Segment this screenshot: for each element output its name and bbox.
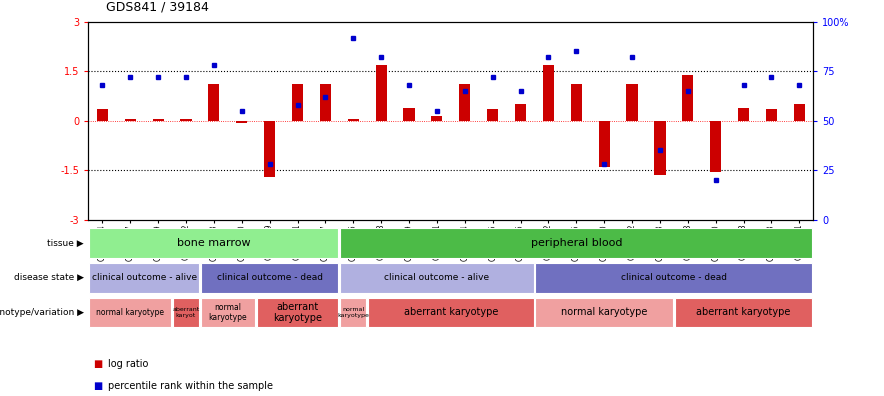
Bar: [536, 297, 673, 327]
Text: clinical outcome - alive: clinical outcome - alive: [92, 273, 197, 282]
Bar: [376, 65, 386, 121]
Text: percentile rank within the sample: percentile rank within the sample: [108, 381, 273, 391]
Bar: [96, 109, 108, 121]
Bar: [125, 119, 136, 121]
Text: tissue ▶: tissue ▶: [48, 239, 84, 248]
Bar: [627, 84, 637, 121]
Bar: [794, 104, 805, 121]
Text: bone marrow: bone marrow: [177, 238, 251, 248]
Bar: [710, 121, 721, 172]
Bar: [431, 116, 443, 121]
Text: GDS841 / 39184: GDS841 / 39184: [106, 1, 209, 14]
Text: clinical outcome - dead: clinical outcome - dead: [217, 273, 323, 282]
Text: ■: ■: [93, 359, 102, 369]
Text: ■: ■: [93, 381, 102, 391]
Bar: [347, 119, 359, 121]
Text: aberrant karyotype: aberrant karyotype: [697, 307, 791, 318]
Text: aberrant karyotype: aberrant karyotype: [404, 307, 498, 318]
Bar: [340, 263, 534, 293]
Text: normal
karyotype: normal karyotype: [338, 307, 370, 318]
Bar: [340, 228, 812, 258]
Text: aberrant
karyot: aberrant karyot: [172, 307, 200, 318]
Bar: [201, 263, 339, 293]
Bar: [89, 297, 171, 327]
Bar: [459, 84, 470, 121]
Bar: [368, 297, 534, 327]
Bar: [256, 297, 339, 327]
Bar: [89, 228, 339, 258]
Text: normal karyotype: normal karyotype: [561, 307, 647, 318]
Bar: [543, 65, 554, 121]
Bar: [292, 84, 303, 121]
Text: clinical outcome - alive: clinical outcome - alive: [385, 273, 490, 282]
Bar: [515, 104, 526, 121]
Bar: [201, 297, 255, 327]
Bar: [173, 297, 199, 327]
Text: aberrant
karyotype: aberrant karyotype: [273, 302, 322, 323]
Bar: [236, 121, 248, 124]
Text: clinical outcome - dead: clinical outcome - dead: [621, 273, 727, 282]
Bar: [654, 121, 666, 175]
Bar: [153, 119, 164, 121]
Bar: [682, 74, 693, 121]
Text: disease state ▶: disease state ▶: [14, 273, 84, 282]
Bar: [403, 108, 415, 121]
Text: normal karyotype: normal karyotype: [96, 308, 164, 317]
Bar: [209, 84, 219, 121]
Bar: [320, 84, 331, 121]
Bar: [738, 108, 749, 121]
Bar: [180, 119, 192, 121]
Text: genotype/variation ▶: genotype/variation ▶: [0, 308, 84, 317]
Bar: [598, 121, 610, 167]
Text: peripheral blood: peripheral blood: [530, 238, 622, 248]
Text: log ratio: log ratio: [108, 359, 149, 369]
Bar: [674, 297, 812, 327]
Text: normal
karyotype: normal karyotype: [209, 303, 248, 322]
Bar: [536, 263, 812, 293]
Bar: [571, 84, 582, 121]
Bar: [340, 297, 366, 327]
Bar: [487, 109, 499, 121]
Bar: [89, 263, 199, 293]
Bar: [264, 121, 275, 177]
Bar: [766, 109, 777, 121]
